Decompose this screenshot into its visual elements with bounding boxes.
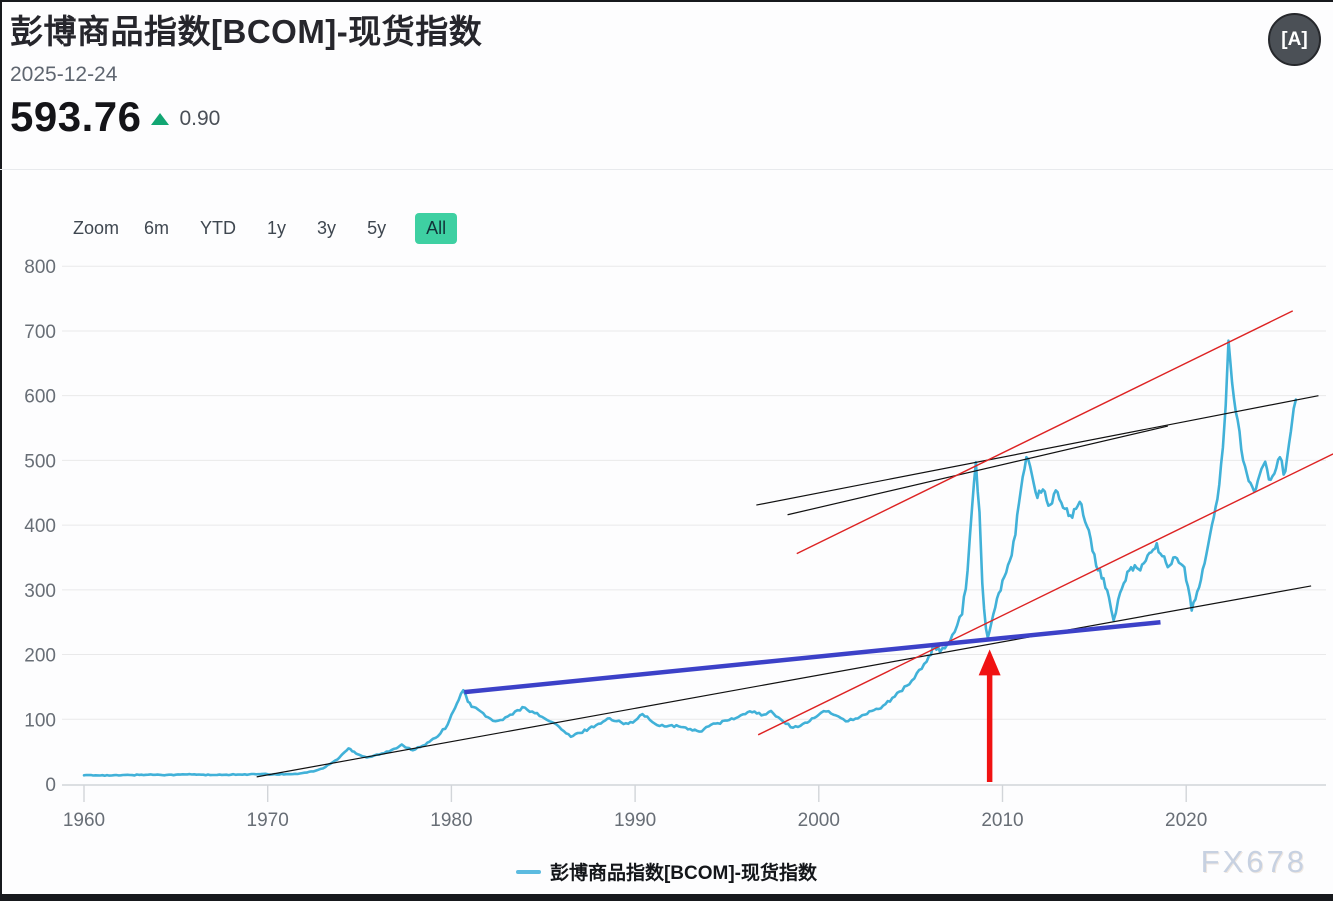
svg-text:1960: 1960: [63, 810, 105, 831]
left-edge-bar: [0, 2, 2, 901]
price-row: 593.76 0.90: [10, 93, 1210, 141]
black-resistance-line-1: [756, 395, 1319, 506]
page-title: 彭博商品指数[BCOM]-现货指数: [10, 13, 483, 50]
range-button-1y[interactable]: 1y: [267, 218, 287, 238]
svg-text:800: 800: [24, 257, 56, 278]
price-chart[interactable]: 1960 1970 1980 1990 2000 2010 2020 0 100 200 300 40…: [0, 170, 1333, 901]
x-axis: [62, 784, 1326, 802]
svg-text:1980: 1980: [430, 810, 472, 831]
range-button-5y[interactable]: 5y: [367, 218, 387, 238]
red-channel-lower: [757, 453, 1333, 736]
svg-text:0: 0: [45, 775, 56, 796]
svg-text:2020: 2020: [1165, 810, 1207, 831]
range-button-all[interactable]: All: [415, 213, 458, 244]
svg-text:200: 200: [24, 646, 56, 667]
svg-text:300: 300: [24, 581, 56, 602]
black-support-line: [256, 585, 1312, 778]
svg-text:2000: 2000: [798, 810, 840, 831]
red-up-arrow: [978, 649, 1001, 783]
range-toolbar: Zoom 6m YTD 1y 3y 5y All: [73, 213, 458, 244]
svg-text:400: 400: [24, 516, 56, 537]
y-tick-labels: 0 100 200 300 400 500 600 700 800: [24, 257, 56, 796]
black-resistance-line-2: [787, 425, 1168, 516]
legend-line-icon: [515, 869, 541, 874]
svg-text:1970: 1970: [247, 810, 289, 831]
svg-text:2010: 2010: [981, 810, 1023, 831]
price-change: 0.90: [179, 106, 221, 130]
x-tick-labels: 1960 1970 1980 1990 2000 2010 2020: [63, 810, 1207, 831]
legend-label: 彭博商品指数[BCOM]-现货指数: [549, 863, 818, 884]
header-divider: [0, 169, 1333, 170]
svg-text:500: 500: [24, 451, 56, 472]
up-triangle-icon: [151, 112, 170, 125]
blue-trendline: [464, 619, 1161, 695]
red-channel-upper: [796, 310, 1294, 555]
range-button-6m[interactable]: 6m: [144, 218, 170, 238]
svg-text:600: 600: [24, 387, 56, 408]
svg-text:1990: 1990: [614, 810, 656, 831]
bcom-series-line: [82, 339, 1298, 777]
range-button-3y[interactable]: 3y: [317, 218, 337, 238]
svg-text:100: 100: [24, 710, 56, 731]
gridlines: [62, 265, 1326, 720]
watermark: FX678: [1200, 844, 1307, 879]
range-button-ytd[interactable]: YTD: [200, 218, 237, 238]
last-price: 593.76: [10, 92, 142, 140]
zoom-label: Zoom: [73, 218, 120, 238]
bottom-bar: [0, 894, 1333, 901]
chart-header: 彭博商品指数[BCOM]-现货指数 2025-12-24 593.76 0.90: [10, 10, 1210, 141]
text-resize-button[interactable]: [A]: [1268, 13, 1321, 66]
text-resize-icon: [A]: [1281, 28, 1308, 50]
svg-text:700: 700: [24, 322, 56, 343]
legend[interactable]: 彭博商品指数[BCOM]-现货指数: [0, 858, 1333, 885]
quote-date: 2025-12-24: [10, 62, 118, 86]
